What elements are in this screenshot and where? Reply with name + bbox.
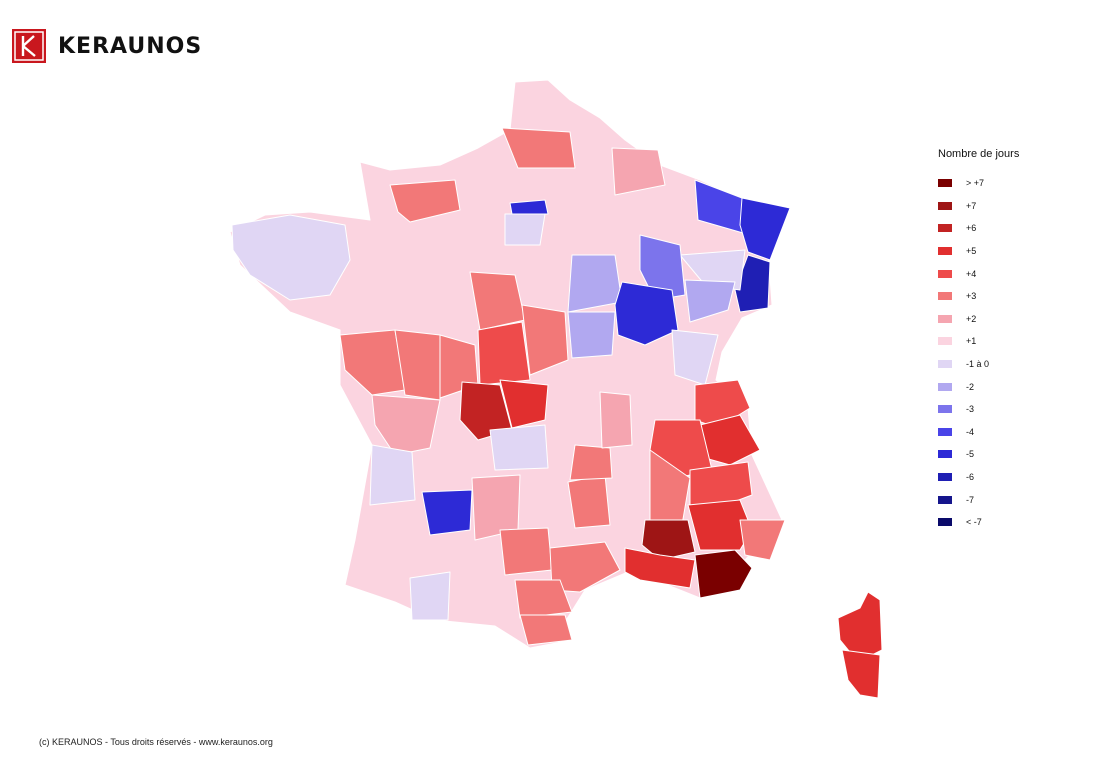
legend-item: +7 bbox=[938, 195, 1019, 218]
legend-item: > +7 bbox=[938, 172, 1019, 195]
legend-swatch bbox=[938, 224, 952, 233]
legend-swatch bbox=[938, 405, 952, 414]
legend-label: +1 bbox=[966, 336, 977, 347]
region-calvados bbox=[389, 179, 461, 223]
legend-label: -6 bbox=[966, 472, 975, 483]
legend-swatch bbox=[938, 292, 952, 301]
legend-label: +7 bbox=[966, 200, 977, 211]
legend-label: > +7 bbox=[966, 178, 985, 189]
legend-swatch bbox=[938, 382, 952, 391]
region-gironde bbox=[369, 444, 416, 506]
region-bretagne bbox=[231, 214, 351, 301]
region-var bbox=[694, 549, 753, 599]
region-creuse bbox=[499, 379, 549, 429]
legend-swatch bbox=[938, 360, 952, 369]
legend-label: +3 bbox=[966, 291, 977, 302]
region-essonne bbox=[504, 213, 546, 246]
copyright-footer: (c) KERAUNOS - Tous droits réservés - ww… bbox=[39, 737, 273, 747]
keraunos-logo: KERAUNOS bbox=[12, 29, 202, 63]
legend-item: +1 bbox=[938, 330, 1019, 353]
legend-item: -7 bbox=[938, 488, 1019, 511]
legend-item: +6 bbox=[938, 217, 1019, 240]
legend-swatch bbox=[938, 201, 952, 210]
region-charente bbox=[371, 394, 441, 456]
region-vendee bbox=[339, 329, 406, 396]
legend-item: < -7 bbox=[938, 511, 1019, 534]
region-herault-east bbox=[519, 614, 573, 646]
region-vaucluse bbox=[641, 519, 696, 561]
legend-label: +2 bbox=[966, 313, 977, 324]
legend-item: -6 bbox=[938, 466, 1019, 489]
legend-label: +5 bbox=[966, 246, 977, 257]
legend-item: +5 bbox=[938, 240, 1019, 263]
region-cote-dor bbox=[614, 281, 679, 346]
legend-item: -3 bbox=[938, 398, 1019, 421]
legend-swatch bbox=[938, 518, 952, 527]
region-loiret bbox=[469, 271, 526, 331]
region-correze bbox=[489, 424, 549, 471]
legend-item: -5 bbox=[938, 443, 1019, 466]
region-vosges bbox=[679, 249, 746, 291]
legend-swatch bbox=[938, 269, 952, 278]
legend-item: +4 bbox=[938, 262, 1019, 285]
region-corse-sud bbox=[841, 649, 881, 699]
region-bas-rhin bbox=[739, 197, 791, 261]
legend-swatch bbox=[938, 450, 952, 459]
legend-swatch bbox=[938, 473, 952, 482]
legend-item: +3 bbox=[938, 285, 1019, 308]
region-haute-saone bbox=[684, 279, 736, 323]
legend-label: +6 bbox=[966, 223, 977, 234]
legend-item: -4 bbox=[938, 421, 1019, 444]
region-nievre bbox=[567, 311, 616, 359]
legend-label: -3 bbox=[966, 404, 975, 415]
region-haute-loire bbox=[569, 444, 613, 481]
legend-items: > +7 +7 +6 +5 +4 +3 +2 +1 -1 à 0 -2 -3 -4 -5 -6 -7 < -7 bbox=[938, 172, 1019, 534]
region-cher bbox=[521, 304, 569, 376]
legend-label: -5 bbox=[966, 449, 975, 460]
legend-item: +2 bbox=[938, 308, 1019, 331]
region-lot bbox=[421, 489, 473, 536]
region-lozere bbox=[599, 391, 633, 449]
legend-swatch bbox=[938, 337, 952, 346]
region-bouches-du-rhone bbox=[624, 547, 696, 589]
legend-swatch bbox=[938, 314, 952, 323]
region-indre bbox=[477, 321, 531, 386]
brand-name: KERAUNOS bbox=[58, 33, 203, 59]
region-alpes-maritimes bbox=[739, 519, 786, 561]
legend-swatch bbox=[938, 427, 952, 436]
legend-item: -1 à 0 bbox=[938, 353, 1019, 376]
legend-label: -2 bbox=[966, 381, 975, 392]
region-gers bbox=[409, 571, 451, 621]
region-somme bbox=[501, 127, 576, 169]
legend-label: +4 bbox=[966, 268, 977, 279]
legend-swatch bbox=[938, 247, 952, 256]
keraunos-logo-mark-icon bbox=[12, 29, 46, 63]
legend-label: -4 bbox=[966, 426, 975, 437]
map-legend: Nombre de jours > +7 +7 +6 +5 +4 +3 +2 +1 -1 à 0… bbox=[938, 148, 1019, 534]
legend-item: -2 bbox=[938, 375, 1019, 398]
legend-swatch bbox=[938, 179, 952, 188]
region-aveyron bbox=[567, 474, 611, 529]
legend-label: < -7 bbox=[966, 517, 982, 528]
region-pyrenees-orientales bbox=[514, 579, 573, 619]
legend-label: -7 bbox=[966, 494, 975, 505]
region-yonne bbox=[567, 254, 623, 313]
region-ardennes bbox=[611, 147, 666, 196]
region-haute-garonne bbox=[499, 527, 553, 576]
region-paris bbox=[509, 199, 549, 215]
legend-label: -1 à 0 bbox=[966, 359, 990, 370]
legend-swatch bbox=[938, 495, 952, 504]
legend-title: Nombre de jours bbox=[938, 148, 1020, 160]
